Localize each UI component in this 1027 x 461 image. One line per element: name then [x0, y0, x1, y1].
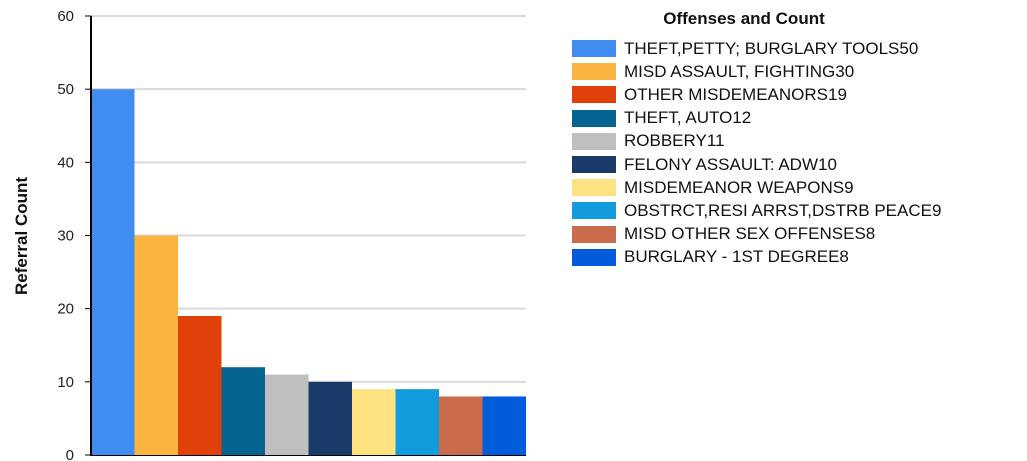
legend-item: MISDEMEANOR WEAPONS9 — [572, 176, 1022, 199]
legend-item: THEFT, AUTO12 — [572, 107, 1022, 130]
legend-label: OBSTRCT,RESI ARRST,DSTRB PEACE9 — [624, 200, 942, 220]
legend: Offenses and Count THEFT,PETTY; BURGLARY… — [572, 8, 1022, 269]
y-tick-label: 50 — [57, 81, 74, 98]
legend-item: OTHER MISDEMEANORS19 — [572, 83, 1022, 106]
legend-swatch — [572, 86, 616, 104]
legend-item: BURGLARY - 1ST DEGREE8 — [572, 246, 1022, 269]
y-tick-label: 0 — [66, 447, 74, 461]
bar: MISDEMEANOR WEAPONS: 9 — [352, 389, 396, 455]
bar: THEFT,PETTY; BURGLARY TOOLS: 50 — [91, 89, 135, 456]
legend-swatch — [572, 109, 616, 127]
legend-label: BURGLARY - 1ST DEGREE8 — [624, 247, 849, 267]
y-axis-title: Referral Count — [12, 177, 31, 295]
bar: THEFT, AUTO: 12 — [221, 367, 265, 455]
legend-label: MISD ASSAULT, FIGHTING30 — [624, 61, 855, 81]
bar: ROBBERY: 11 — [265, 374, 309, 455]
y-tick-label: 20 — [57, 301, 74, 318]
legend-item: MISD ASSAULT, FIGHTING30 — [572, 60, 1022, 83]
legend-swatch — [572, 179, 616, 197]
legend-swatch — [572, 248, 616, 266]
legend-label: FELONY ASSAULT: ADW10 — [624, 154, 837, 174]
legend-swatch — [572, 40, 616, 58]
bar: OTHER MISDEMEANORS: 19 — [178, 315, 222, 455]
y-tick-label: 30 — [57, 228, 74, 245]
legend-swatch — [572, 156, 616, 174]
bar: OBSTRCT,RESI ARRST,DSTRB PEACE: 9 — [395, 389, 439, 455]
legend-swatch — [572, 225, 616, 243]
bar: FELONY ASSAULT: ADW: 10 — [308, 381, 352, 455]
legend-list: THEFT,PETTY; BURGLARY TOOLS50 MISD ASSAUL… — [572, 37, 1022, 269]
legend-label: MISD OTHER SEX OFFENSES8 — [624, 224, 876, 244]
legend-label: MISDEMEANOR WEAPONS9 — [624, 177, 854, 197]
legend-swatch — [572, 132, 616, 150]
legend-swatch — [572, 202, 616, 220]
legend-title: Offenses and Count — [663, 9, 825, 28]
bar: MISD ASSAULT, FIGHTING: 30 — [134, 235, 178, 455]
legend-item: OBSTRCT,RESI ARRST,DSTRB PEACE9 — [572, 199, 1022, 222]
legend-label: THEFT, AUTO12 — [624, 108, 752, 128]
y-tick-label: 60 — [57, 8, 74, 25]
legend-label: THEFT,PETTY; BURGLARY TOOLS50 — [624, 38, 919, 58]
bar: BURGLARY - 1ST DEGREE: 8 — [482, 396, 526, 455]
legend-label: OTHER MISDEMEANORS19 — [624, 84, 847, 104]
legend-swatch — [572, 63, 616, 81]
y-tick-label: 10 — [57, 374, 74, 391]
legend-item: MISD OTHER SEX OFFENSES8 — [572, 223, 1022, 246]
legend-item: THEFT,PETTY; BURGLARY TOOLS50 — [572, 37, 1022, 60]
y-tick-label: 40 — [57, 154, 74, 171]
y-axis-tick-labels: 0 10 20 30 40 50 60 — [57, 8, 91, 461]
legend-item: FELONY ASSAULT: ADW10 — [572, 153, 1022, 176]
legend-label: ROBBERY11 — [624, 131, 725, 151]
legend-item: ROBBERY11 — [572, 130, 1022, 153]
bar: MISD OTHER SEX OFFENSES: 8 — [439, 396, 483, 455]
